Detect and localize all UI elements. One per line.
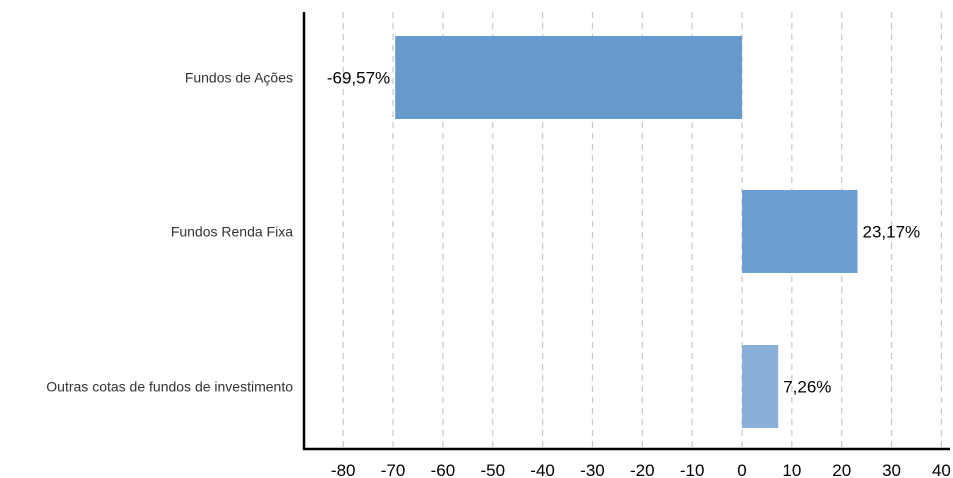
category-label-1: Fundos Renda Fixa [171, 224, 293, 240]
x-tick-label-11: 30 [882, 461, 901, 478]
category-label-0: Fundos de Ações [185, 70, 293, 86]
bar-0 [395, 36, 742, 119]
x-tick-label-12: 40 [932, 461, 951, 478]
bar-1 [742, 190, 858, 273]
data-label-2: 7,26% [783, 378, 831, 397]
category-label-2: Outras cotas de fundos de investimento [46, 379, 293, 395]
x-tick-label-8: 0 [737, 461, 746, 478]
x-tick-label-9: 10 [782, 461, 801, 478]
x-tick-label-7: -10 [680, 461, 705, 478]
x-tick-label-3: -50 [480, 461, 505, 478]
axes [302, 12, 950, 451]
data-label-0: -69,57% [327, 69, 390, 88]
x-tick-label-0: -80 [331, 461, 356, 478]
bar-2 [742, 345, 779, 428]
grid-lines [342, 12, 943, 449]
data-labels: -69,57% 23,17% 7,26% [327, 69, 920, 397]
x-tick-label-2: -60 [431, 461, 456, 478]
x-tick-labels: -80 -70 -60 -50 -40 -30 -20 -10 0 10 20 30 40 [331, 461, 951, 478]
data-label-1: 23,17% [863, 223, 921, 242]
x-tick-label-6: -20 [630, 461, 655, 478]
x-tick-label-10: 20 [832, 461, 851, 478]
category-labels: Fundos de Ações Fundos Renda Fixa Outras c… [46, 70, 293, 395]
x-tick-label-1: -70 [381, 461, 406, 478]
x-tick-label-5: -30 [580, 461, 605, 478]
x-tick-label-4: -40 [530, 461, 555, 478]
bars [395, 36, 858, 428]
